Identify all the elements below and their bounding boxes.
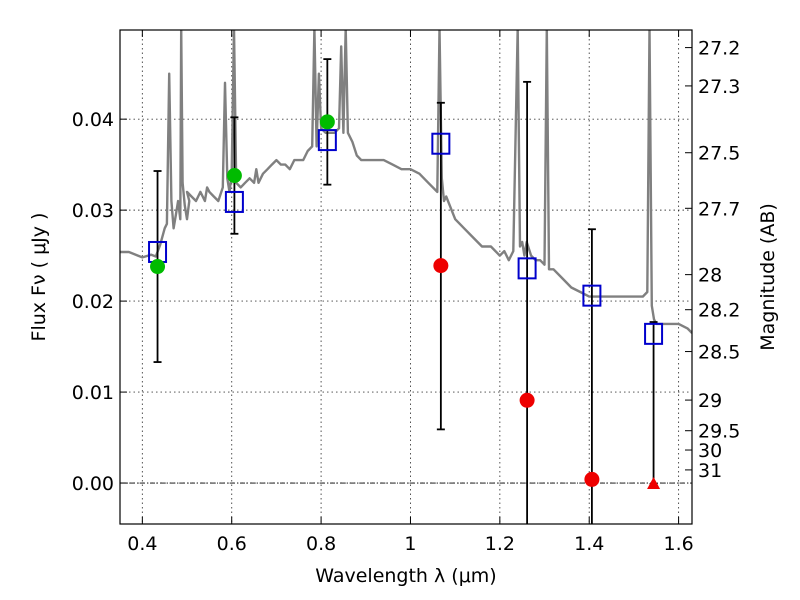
model-square-marker [582, 284, 602, 307]
nondetection-point [433, 258, 449, 274]
y-tick-label: 0.00 [72, 473, 114, 495]
plot-frame [119, 29, 693, 525]
nondetection-point [519, 392, 535, 408]
model-square-marker [517, 257, 537, 280]
magnitude-tick-label: 27.7 [698, 198, 740, 220]
magnitude-tick-label: 28 [698, 265, 722, 287]
magnitude-tick-label: 30 [698, 440, 722, 462]
magnitude-axis-label: Magnitude (AB) [757, 203, 779, 351]
magnitude-tick-label: 29 [698, 390, 722, 412]
y-tick-label: 0.01 [72, 382, 114, 404]
magnitude-tick-label: 27.2 [698, 38, 740, 60]
detection-point [150, 259, 166, 275]
y-tick-label: 0.03 [72, 200, 114, 222]
magnitude-tick-label: 27.5 [698, 143, 740, 165]
marker-layer [148, 114, 664, 489]
model-square-marker [644, 322, 664, 345]
detection-point [319, 114, 335, 130]
x-tick-label: 1.4 [574, 533, 604, 555]
y-tick-label: 0.04 [72, 109, 114, 131]
magnitude-tick-label: 28.5 [698, 342, 740, 364]
model-square-marker [317, 129, 337, 152]
grid [120, 30, 692, 524]
model-square-marker [224, 190, 244, 213]
x-axis: 0.4 0.6 0.8 1 1.2 1.4 1.6 [127, 30, 694, 555]
spectrum-layer [120, 30, 692, 334]
y-axis-label: Flux Fν ( μJy ) [28, 213, 50, 342]
magnitude-tick-label: 27.3 [698, 76, 740, 98]
magnitude-tick-label: 31 [698, 460, 722, 482]
y-tick-label: 0.02 [72, 291, 114, 313]
nondetection-point [584, 471, 600, 487]
x-axis-label: Wavelength λ (μm) [315, 565, 496, 587]
spectrum-line [120, 30, 692, 334]
x-tick-label: 1 [404, 533, 416, 555]
model-square-marker [431, 132, 451, 155]
x-tick-label: 1.6 [663, 533, 693, 555]
x-tick-label: 0.8 [306, 533, 336, 555]
magnitude-tick-label: 29.5 [698, 421, 740, 443]
magnitude-tick-label: 28.2 [698, 300, 740, 322]
x-tick-label: 1.2 [485, 533, 515, 555]
x-tick-label: 0.4 [127, 533, 157, 555]
upper-limit-marker [647, 476, 661, 489]
x-tick-label: 0.6 [217, 533, 247, 555]
y-axis: 0.00 0.01 0.02 0.03 0.04 [72, 109, 127, 495]
detection-point [226, 168, 242, 184]
